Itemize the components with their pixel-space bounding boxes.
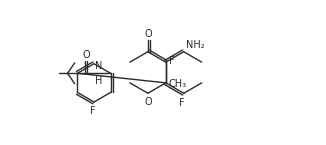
Text: O: O xyxy=(144,97,152,107)
Text: F: F xyxy=(169,56,174,66)
Text: O: O xyxy=(82,50,90,60)
Text: F: F xyxy=(179,98,185,108)
Text: F: F xyxy=(90,106,96,116)
Text: O: O xyxy=(145,29,153,39)
Text: NH₂: NH₂ xyxy=(186,40,205,50)
Text: H: H xyxy=(95,76,102,86)
Text: CH₃: CH₃ xyxy=(169,79,187,89)
Text: N: N xyxy=(95,61,102,71)
